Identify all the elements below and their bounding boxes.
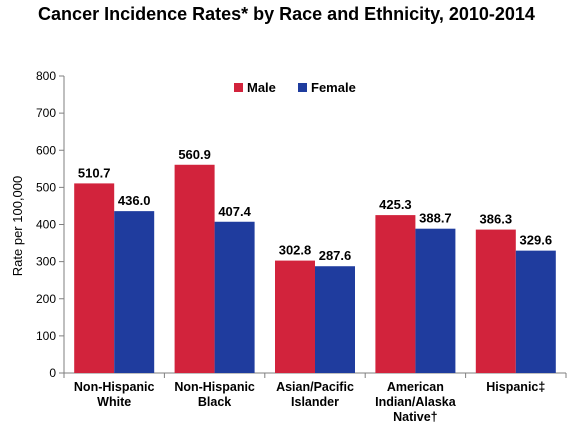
y-tick-label: 200 <box>36 292 56 306</box>
y-tick-label: 700 <box>36 106 56 120</box>
x-category-label: American Indian/Alaska Native† <box>375 380 457 424</box>
bar-male <box>275 260 315 373</box>
data-label-male: 560.9 <box>178 147 211 162</box>
bar-female <box>415 228 456 373</box>
chart-legend: Male Female <box>234 80 356 95</box>
data-label-male: 510.7 <box>78 165 111 180</box>
bar-male <box>475 229 516 373</box>
x-category-label: Non-Hispanic White <box>74 380 155 409</box>
legend-label-male: Male <box>247 80 276 95</box>
bar-female <box>515 250 556 373</box>
legend-swatch-male <box>234 83 243 92</box>
bar-male <box>375 215 416 373</box>
data-label-male: 386.3 <box>480 212 513 227</box>
bar-male <box>174 164 215 373</box>
y-tick-label: 400 <box>36 218 56 232</box>
data-label-female: 407.4 <box>218 204 251 219</box>
y-tick-label: 0 <box>49 366 56 380</box>
data-label-female: 388.7 <box>419 211 452 226</box>
y-tick-label: 800 <box>36 69 56 83</box>
bar-female <box>315 266 355 373</box>
data-label-female: 287.6 <box>319 248 352 263</box>
y-tick-label: 100 <box>36 329 56 343</box>
x-category-label: Asian/Pacific Islander <box>276 380 354 409</box>
bar-female <box>214 221 255 373</box>
y-tick-label: 300 <box>36 255 56 269</box>
x-category-label: Non-Hispanic Black <box>174 380 255 409</box>
legend-swatch-female <box>298 83 307 92</box>
data-label-female: 329.6 <box>520 233 553 248</box>
data-label-female: 436.0 <box>118 193 151 208</box>
bar-male <box>74 183 115 373</box>
y-tick-label: 600 <box>36 143 56 157</box>
y-tick-label: 500 <box>36 180 56 194</box>
bar-female <box>114 211 155 373</box>
x-category-label: Hispanic‡ <box>486 380 545 394</box>
chart-axes: 0 100 200 300 400 500 600 700 800 Non-Hispanic Whi… <box>36 69 567 424</box>
chart-bars: 510.7 560.9 302.8 425.3 386.3 436.0 407.4 287.6… <box>74 147 556 373</box>
legend-label-female: Female <box>311 80 356 95</box>
data-label-male: 302.8 <box>279 243 312 258</box>
chart-title: Cancer Incidence Rates* by Race and Ethn… <box>38 4 535 24</box>
y-axis-label: Rate per 100,000 <box>10 176 25 276</box>
data-label-male: 425.3 <box>379 197 412 212</box>
